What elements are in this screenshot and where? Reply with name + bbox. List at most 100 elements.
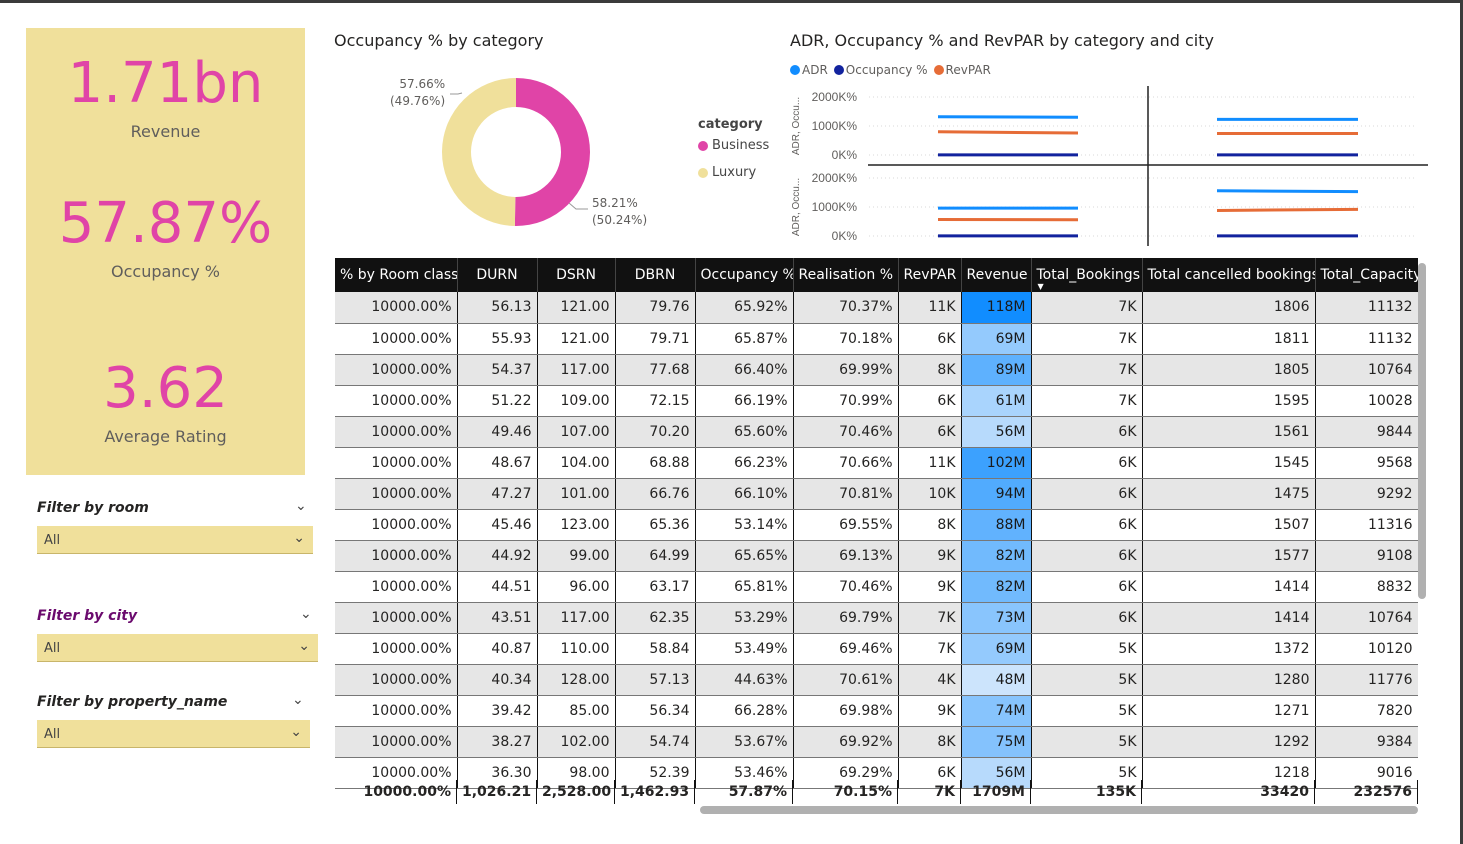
table-cell: 6K: [1031, 447, 1143, 479]
series-line-revpar[interactable]: [1216, 207, 1359, 212]
y-tick-label: 2000K%: [812, 90, 858, 104]
slicer-property: Filter by property_name ⌄ All ⌄: [37, 692, 310, 748]
table-row[interactable]: 10000.00% 44.51 96.00 63.17 65.81% 70.46% 9K 82…: [335, 571, 1418, 603]
legend-item-adr[interactable]: ADR: [790, 63, 828, 77]
table-cell: 98.00: [537, 757, 616, 789]
total-cell: 33420: [1142, 780, 1315, 804]
data-table[interactable]: % by Room class DURN DSRN DBRN Occupancy % Re…: [335, 258, 1418, 804]
table-cell: 53.29%: [695, 602, 794, 634]
donut-slice-business[interactable]: [514, 78, 590, 226]
table-cell: 79.76: [615, 292, 696, 324]
legend-item-occupancy[interactable]: Occupancy %: [833, 63, 928, 77]
legend-item-luxury[interactable]: Luxury: [698, 165, 769, 180]
table-cell: 49.46: [457, 416, 538, 448]
table-cell: 70.99%: [793, 385, 899, 417]
table-row[interactable]: 10000.00% 54.37 117.00 77.68 66.40% 69.99% 8K 8…: [335, 354, 1418, 386]
series-line-revpar[interactable]: [937, 130, 1079, 135]
table-row[interactable]: 10000.00% 36.30 98.00 52.39 53.46% 69.29% 6K 56…: [335, 757, 1418, 789]
column-header-durn[interactable]: DURN: [457, 258, 538, 292]
y-tick-label: 2000K%: [812, 171, 858, 185]
kpi-revenue: 1.71bn Revenue: [26, 56, 305, 142]
table-cell: 6K: [1031, 540, 1143, 572]
chevron-down-icon[interactable]: ⌄: [295, 498, 307, 514]
line-chart[interactable]: 2000K% 1000K% 0K% ADR, Occu... 2000K% 1000K% 0…: [785, 82, 1435, 252]
table-cell: 6K: [898, 323, 962, 355]
table-cell: 82M: [961, 540, 1032, 572]
table-cell: 8832: [1315, 571, 1418, 603]
table-cell: 1475: [1142, 478, 1316, 510]
table-cell: 10120: [1315, 633, 1418, 665]
table-cell: 44.92: [457, 540, 538, 572]
legend-label-business: Business: [712, 138, 770, 153]
column-header-occupancy[interactable]: Occupancy %: [695, 258, 794, 292]
table-cell: 69.99%: [793, 354, 899, 386]
table-cell: 118M: [961, 292, 1032, 324]
table-cell: 1805: [1142, 354, 1316, 386]
table-row[interactable]: 10000.00% 51.22 109.00 72.15 66.19% 70.99% 6K 6…: [335, 385, 1418, 417]
total-cell: 1,026.21: [457, 780, 537, 804]
table-horizontal-scrollbar[interactable]: [700, 806, 1418, 814]
legend-item-revpar[interactable]: RevPAR: [933, 63, 991, 77]
table-cell: 79.71: [615, 323, 696, 355]
table-cell: 66.40%: [695, 354, 794, 386]
table-cell: 65.87%: [695, 323, 794, 355]
table-row[interactable]: 10000.00% 40.87 110.00 58.84 53.49% 69.46% 7K 6…: [335, 633, 1418, 665]
table-cell: 10000.00%: [335, 695, 458, 727]
table-row[interactable]: 10000.00% 44.92 99.00 64.99 65.65% 69.13% 9K 82…: [335, 540, 1418, 572]
slicer-room-title: Filter by room: [37, 500, 149, 516]
slicer-room-dropdown[interactable]: All ⌄: [37, 526, 313, 554]
chevron-down-icon[interactable]: ⌄: [300, 606, 312, 622]
table-row[interactable]: 10000.00% 40.34 128.00 57.13 44.63% 70.61% 4K 4…: [335, 664, 1418, 696]
table-cell: 102M: [961, 447, 1032, 479]
slicer-city-dropdown[interactable]: All ⌄: [37, 634, 318, 662]
table-cell: 1595: [1142, 385, 1316, 417]
column-header-by-room-class[interactable]: % by Room class: [335, 258, 458, 292]
legend-item-business[interactable]: Business: [698, 138, 769, 153]
table-cell: 10000.00%: [335, 726, 458, 758]
column-header-dsrn[interactable]: DSRN: [537, 258, 616, 292]
donut-label-luxury-main: 57.66%: [399, 77, 446, 91]
table-cell: 10000.00%: [335, 509, 458, 541]
donut-slice-luxury[interactable]: [441, 78, 516, 226]
table-row[interactable]: 10000.00% 49.46 107.00 70.20 65.60% 70.46% 6K 5…: [335, 416, 1418, 448]
legend-dot-occupancy: [833, 65, 844, 75]
table-cell: 82M: [961, 571, 1032, 603]
table-cell: 121.00: [537, 323, 616, 355]
slicer-city: Filter by city ⌄ All ⌄: [37, 606, 318, 662]
table-row[interactable]: 10000.00% 43.51 117.00 62.35 53.29% 69.79% 7K 7…: [335, 602, 1418, 634]
table-row[interactable]: 10000.00% 47.27 101.00 66.76 66.10% 70.81% 10K…: [335, 478, 1418, 510]
total-cell: 232576: [1315, 780, 1418, 804]
column-header-total-bookings[interactable]: Total_Bookings ▼: [1031, 258, 1143, 292]
slicer-property-value: All: [44, 727, 61, 742]
slicer-property-dropdown[interactable]: All ⌄: [37, 720, 310, 748]
table-cell: 44.51: [457, 571, 538, 603]
table-cell: 70.66%: [793, 447, 899, 479]
table-cell: 40.34: [457, 664, 538, 696]
table-row[interactable]: 10000.00% 38.27 102.00 54.74 53.67% 69.92% 8K 7…: [335, 726, 1418, 758]
column-header-revpar[interactable]: RevPAR: [898, 258, 962, 292]
table-cell: 101.00: [537, 478, 616, 510]
table-row[interactable]: 10000.00% 45.46 123.00 65.36 53.14% 69.55% 8K 8…: [335, 509, 1418, 541]
table-cell: 128.00: [537, 664, 616, 696]
series-line-adr[interactable]: [1216, 189, 1359, 194]
chevron-down-icon[interactable]: ⌄: [292, 692, 304, 708]
table-cell: 6K: [1031, 478, 1143, 510]
column-header-realisation[interactable]: Realisation %: [793, 258, 899, 292]
table-cell: 65.60%: [695, 416, 794, 448]
column-header-revenue[interactable]: Revenue: [961, 258, 1032, 292]
table-row[interactable]: 10000.00% 48.67 104.00 68.88 66.23% 70.66% 11K…: [335, 447, 1418, 479]
table-row[interactable]: 10000.00% 56.13 121.00 79.76 65.92% 70.37% 11K…: [335, 292, 1418, 324]
table-cell: 5K: [1031, 633, 1143, 665]
table-vertical-scrollbar[interactable]: [1418, 263, 1426, 599]
column-header-total-capacity[interactable]: Total_Capacity: [1315, 258, 1418, 292]
table-totals-row: 10000.00% 1,026.21 2,528.00 1,462.93 57.87% 7…: [335, 780, 1418, 804]
donut-chart[interactable]: [380, 66, 680, 246]
table-row[interactable]: 10000.00% 39.42 85.00 56.34 66.28% 69.98% 9K 74…: [335, 695, 1418, 727]
series-line-adr[interactable]: [937, 115, 1079, 119]
column-header-dbrn[interactable]: DBRN: [615, 258, 696, 292]
table-row[interactable]: 10000.00% 55.93 121.00 79.71 65.87% 70.18% 6K 6…: [335, 323, 1418, 355]
table-cell: 70.46%: [793, 571, 899, 603]
table-cell: 1545: [1142, 447, 1316, 479]
table-cell: 5K: [1031, 757, 1143, 789]
column-header-total-cancelled-bookings[interactable]: Total cancelled bookings: [1142, 258, 1316, 292]
